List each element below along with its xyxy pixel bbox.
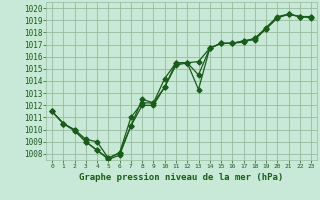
X-axis label: Graphe pression niveau de la mer (hPa): Graphe pression niveau de la mer (hPa) <box>79 173 284 182</box>
